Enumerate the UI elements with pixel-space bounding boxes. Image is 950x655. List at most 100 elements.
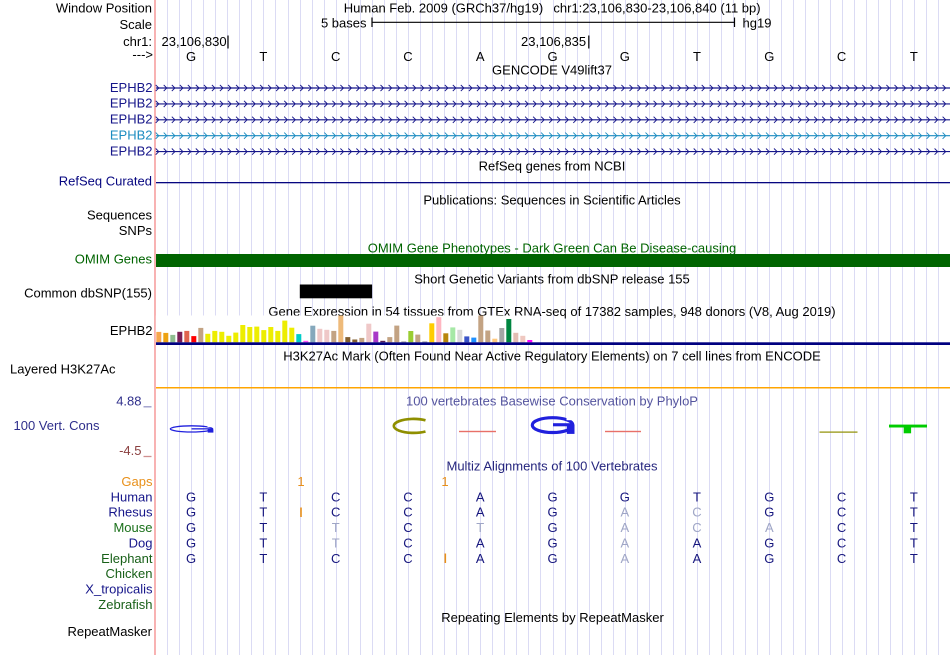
svg-text:23,106,830: 23,106,830 bbox=[162, 34, 227, 49]
svg-text:G: G bbox=[764, 535, 774, 550]
svg-text:C: C bbox=[837, 505, 846, 520]
svg-text:T: T bbox=[259, 489, 267, 504]
svg-text:GENCODE V49lift37: GENCODE V49lift37 bbox=[492, 63, 612, 78]
svg-text:hg19: hg19 bbox=[743, 16, 772, 31]
svg-text:EPHB2: EPHB2 bbox=[110, 112, 153, 127]
svg-text:C: C bbox=[403, 520, 412, 535]
svg-text:Window Position: Window Position bbox=[56, 1, 152, 16]
svg-text:G: G bbox=[547, 551, 557, 566]
svg-text:A: A bbox=[693, 535, 702, 550]
svg-text:-4.5: -4.5 bbox=[119, 443, 141, 458]
svg-text:G: G bbox=[620, 489, 630, 504]
svg-text:G: G bbox=[186, 49, 196, 64]
svg-text:T: T bbox=[910, 520, 918, 535]
svg-text:A: A bbox=[476, 535, 485, 550]
svg-text:C: C bbox=[692, 505, 701, 520]
svg-text:23,106,835: 23,106,835 bbox=[521, 34, 586, 49]
svg-text:Layered H3K27Ac: Layered H3K27Ac bbox=[10, 362, 116, 377]
svg-text:Human Feb. 2009 (GRCh37/hg19): Human Feb. 2009 (GRCh37/hg19) bbox=[344, 1, 543, 16]
svg-text:Multiz Alignments of 100 Verte: Multiz Alignments of 100 Vertebrates bbox=[446, 459, 658, 474]
svg-text:A: A bbox=[620, 551, 629, 566]
svg-text:100 vertebrates Basewise Conse: 100 vertebrates Basewise Conservation by… bbox=[406, 394, 698, 409]
svg-text:100 Vert. Cons: 100 Vert. Cons bbox=[14, 418, 100, 433]
svg-text:C: C bbox=[837, 520, 846, 535]
svg-text:T: T bbox=[332, 535, 340, 550]
svg-text:A: A bbox=[620, 520, 629, 535]
svg-text:G: G bbox=[547, 505, 557, 520]
svg-text:Short Genetic Variants from db: Short Genetic Variants from dbSNP releas… bbox=[414, 272, 690, 287]
svg-text:C: C bbox=[331, 49, 340, 64]
svg-text:1: 1 bbox=[297, 474, 304, 489]
svg-text:T: T bbox=[910, 49, 918, 64]
svg-text:OMIM Genes: OMIM Genes bbox=[75, 252, 153, 267]
svg-text:SNPs: SNPs bbox=[119, 223, 153, 238]
svg-text:X_tropicalis: X_tropicalis bbox=[85, 582, 153, 597]
svg-text:EPHB2: EPHB2 bbox=[110, 323, 153, 338]
svg-text:C: C bbox=[331, 505, 340, 520]
svg-text:EPHB2: EPHB2 bbox=[110, 143, 153, 158]
svg-text:A: A bbox=[620, 505, 629, 520]
svg-text:G: G bbox=[186, 520, 196, 535]
svg-text:H3K27Ac Mark (Often Found Near: H3K27Ac Mark (Often Found Near Active Re… bbox=[283, 349, 821, 364]
svg-text:T: T bbox=[332, 520, 340, 535]
svg-text:C: C bbox=[403, 489, 412, 504]
svg-text:A: A bbox=[620, 535, 629, 550]
svg-text:C: C bbox=[403, 505, 412, 520]
svg-text:C: C bbox=[837, 489, 846, 504]
svg-text:G: G bbox=[186, 551, 196, 566]
svg-text:C: C bbox=[403, 535, 412, 550]
svg-text:T: T bbox=[693, 49, 701, 64]
svg-text:EPHB2: EPHB2 bbox=[110, 96, 153, 111]
svg-text:C: C bbox=[331, 489, 340, 504]
svg-text:Scale: Scale bbox=[119, 17, 152, 32]
svg-text:G: G bbox=[547, 520, 557, 535]
svg-text:A: A bbox=[476, 551, 485, 566]
svg-text:C: C bbox=[403, 551, 412, 566]
svg-text:Gaps: Gaps bbox=[121, 474, 153, 489]
svg-text:4.88: 4.88 bbox=[116, 394, 141, 409]
svg-text:A: A bbox=[693, 551, 702, 566]
svg-text:1: 1 bbox=[441, 474, 448, 489]
svg-text:RepeatMasker: RepeatMasker bbox=[67, 624, 152, 639]
svg-text:G: G bbox=[186, 489, 196, 504]
svg-text:A: A bbox=[476, 49, 485, 64]
svg-text:5 bases: 5 bases bbox=[321, 16, 367, 31]
svg-text:chr1:: chr1: bbox=[123, 34, 152, 49]
svg-text:A: A bbox=[765, 520, 774, 535]
svg-text:T: T bbox=[259, 520, 267, 535]
svg-text:G: G bbox=[764, 489, 774, 504]
svg-text:Common dbSNP(155): Common dbSNP(155) bbox=[24, 286, 152, 301]
svg-text:C: C bbox=[403, 49, 412, 64]
svg-text:C: C bbox=[837, 49, 846, 64]
svg-text:G: G bbox=[764, 49, 774, 64]
svg-text:--->: ---> bbox=[132, 47, 153, 62]
svg-text:Publications: Sequences in Sci: Publications: Sequences in Scientific Ar… bbox=[423, 193, 681, 208]
svg-text:G: G bbox=[764, 551, 774, 566]
svg-text:Chicken: Chicken bbox=[106, 566, 153, 581]
svg-text:T: T bbox=[476, 520, 484, 535]
svg-text:T: T bbox=[259, 505, 267, 520]
svg-text:Repeating Elements by RepeatMa: Repeating Elements by RepeatMasker bbox=[441, 610, 664, 625]
svg-text:Sequences: Sequences bbox=[87, 208, 153, 223]
svg-text:G: G bbox=[186, 505, 196, 520]
svg-text:Zebrafish: Zebrafish bbox=[98, 597, 152, 612]
svg-text:Dog: Dog bbox=[129, 535, 153, 550]
svg-text:T: T bbox=[910, 489, 918, 504]
svg-text:EPHB2: EPHB2 bbox=[110, 128, 153, 143]
svg-text:T: T bbox=[910, 535, 918, 550]
svg-text:Mouse: Mouse bbox=[113, 520, 152, 535]
svg-text:OMIM Gene Phenotypes - Dark Gr: OMIM Gene Phenotypes - Dark Green Can Be… bbox=[368, 241, 737, 256]
svg-text:C: C bbox=[692, 520, 701, 535]
svg-text:T: T bbox=[259, 551, 267, 566]
svg-text:Human: Human bbox=[111, 489, 153, 504]
svg-text:RefSeq Curated: RefSeq Curated bbox=[59, 174, 152, 189]
svg-text:T: T bbox=[259, 49, 267, 64]
svg-text:T: T bbox=[910, 505, 918, 520]
svg-text:RefSeq genes from NCBI: RefSeq genes from NCBI bbox=[479, 159, 626, 174]
svg-text:A: A bbox=[476, 505, 485, 520]
svg-text:G: G bbox=[547, 535, 557, 550]
svg-text:chr1:23,106,830-23,106,840 (11: chr1:23,106,830-23,106,840 (11 bp) bbox=[553, 1, 760, 16]
svg-text:T: T bbox=[910, 551, 918, 566]
svg-text:Gene Expression in 54 tissues: Gene Expression in 54 tissues from GTEx … bbox=[268, 304, 835, 319]
svg-text:C: C bbox=[331, 551, 340, 566]
